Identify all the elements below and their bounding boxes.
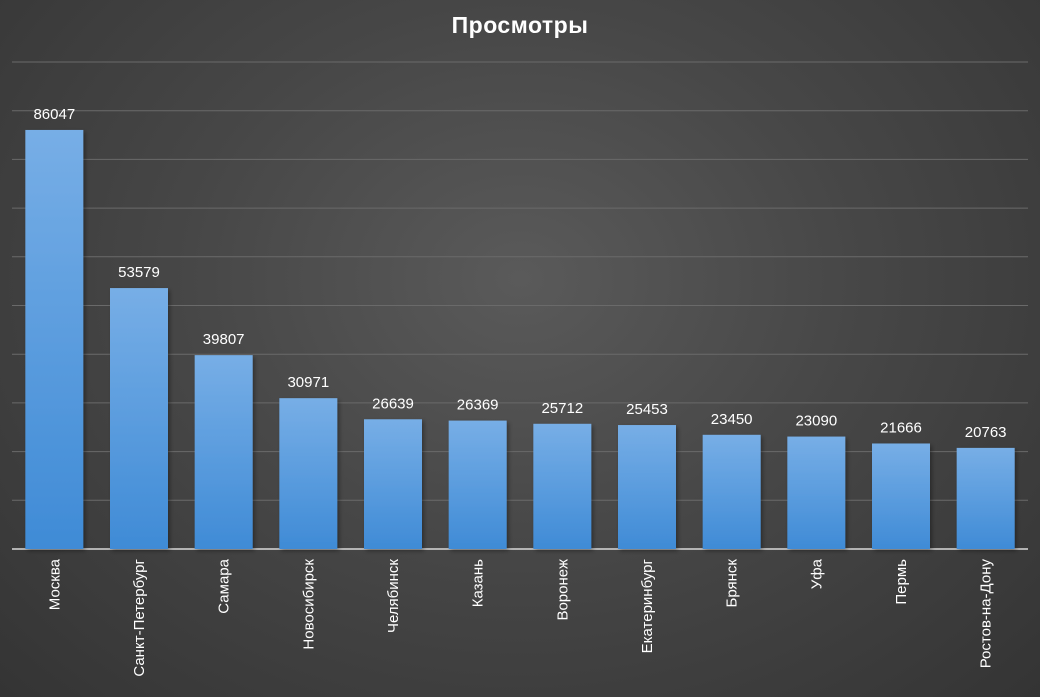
category-label: Челябинск [385,559,402,633]
category-label: Ростов-на-Дону [978,559,995,669]
category-label: Новосибирск [300,559,317,650]
bar [194,355,253,549]
category-label: Екатеринбург [639,558,656,653]
data-label: 26369 [457,397,499,414]
data-label: 26639 [372,395,414,412]
bar [364,419,422,549]
bar [702,434,761,549]
category-label: Воронеж [554,559,571,621]
gridlines [12,61,1028,550]
bar [872,443,930,549]
data-label: 23090 [795,413,837,430]
data-label: 86047 [33,106,75,123]
data-label: 23450 [711,411,753,428]
data-label: 30971 [287,374,329,391]
data-label: 25453 [626,401,668,418]
data-label: 20763 [965,424,1007,441]
data-label: 25712 [541,400,583,417]
chart-title: Просмотры [451,12,589,38]
bars [25,129,1015,549]
bar [533,423,592,549]
data-label: 21666 [880,419,922,436]
category-label: Пермь [893,559,910,605]
bar [956,447,1015,549]
bar [110,288,168,549]
category-label: Самара [216,558,233,613]
category-label: Уфа [808,558,825,589]
data-labels: 86047 53579 39807 30971 26639 26369 25712 25453… [33,106,1006,441]
data-label: 39807 [203,331,245,348]
category-label: Брянск [724,559,741,608]
data-label: 53579 [118,264,160,281]
category-labels: Москва Санкт-Петербург Самара Новосибирск Че… [46,558,994,676]
category-label: Санкт-Петербург [131,558,148,676]
bar [787,436,846,549]
bar [279,398,338,549]
bar [25,129,84,549]
bar [618,425,676,549]
category-label: Казань [470,559,487,607]
category-label: Москва [46,558,63,610]
bar [448,420,507,549]
